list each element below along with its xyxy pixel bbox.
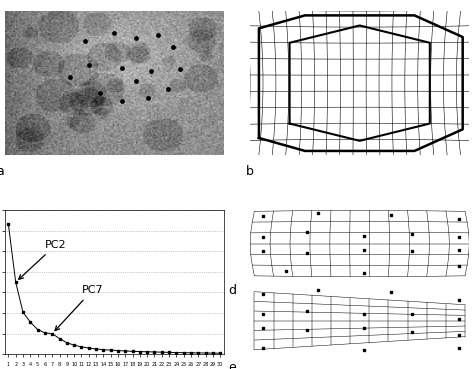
Point — [176, 66, 184, 72]
Point — [147, 68, 155, 74]
Text: a: a — [0, 165, 4, 178]
Point — [110, 30, 118, 36]
Point — [169, 44, 176, 50]
Point — [144, 94, 152, 100]
Point — [118, 98, 126, 104]
Point — [81, 38, 89, 44]
Point — [164, 86, 172, 92]
Text: PC2: PC2 — [19, 240, 66, 279]
Point — [96, 90, 103, 96]
Point — [86, 62, 93, 68]
Point — [155, 32, 162, 38]
Point — [67, 74, 74, 80]
Text: PC7: PC7 — [55, 285, 103, 331]
Text: b: b — [246, 165, 254, 178]
Point — [118, 65, 126, 70]
Text: d: d — [228, 284, 236, 297]
Point — [132, 35, 140, 41]
Text: e: e — [228, 361, 236, 369]
Point — [132, 78, 140, 84]
